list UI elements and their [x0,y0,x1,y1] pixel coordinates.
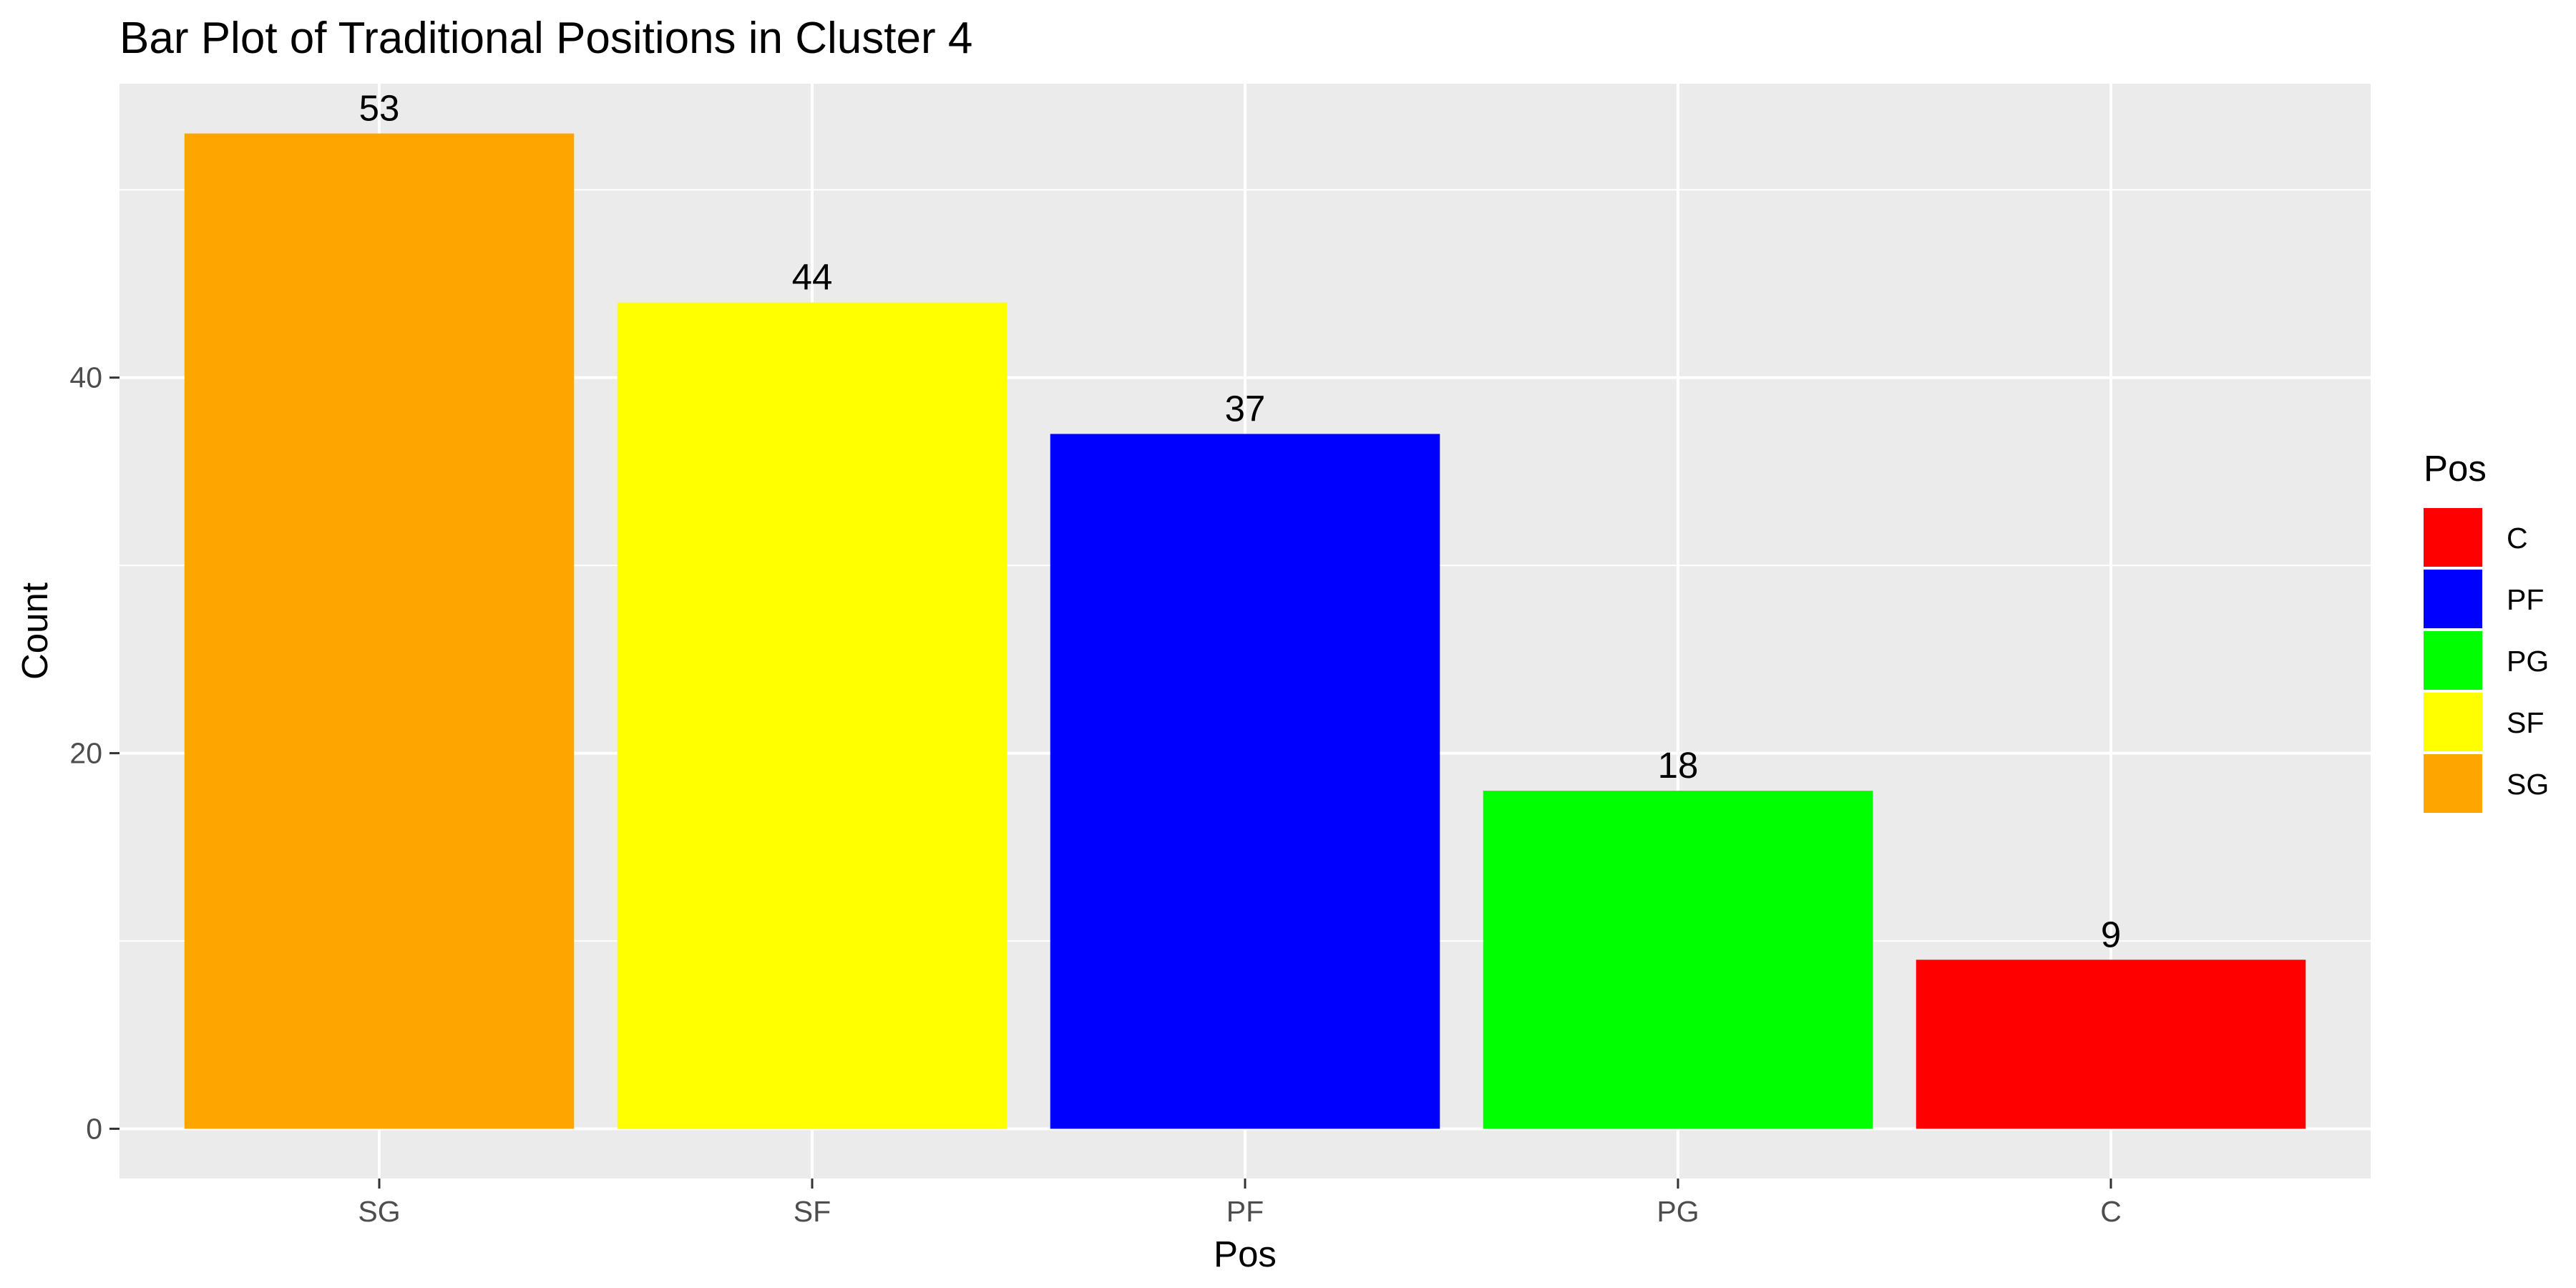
x-tick-label-sf: SF [794,1195,831,1228]
data-label-sg: 53 [359,88,400,129]
y-tick-label-2: 40 [69,361,102,394]
data-label-sf: 44 [792,257,833,298]
legend-key-pf [2424,570,2482,628]
x-tick-label-pf: PF [1226,1195,1264,1228]
legend-key-sg [2424,754,2482,813]
y-tick-label-1: 20 [69,737,102,770]
data-labels: 53 44 37 18 9 [359,88,2122,955]
y-axis: 0 20 40 [69,361,119,1145]
x-axis: SG SF PF PG C [358,1179,2122,1228]
legend-title: Pos [2424,448,2487,489]
legend-label-sg: SG [2507,768,2549,801]
x-tick-label-sg: SG [358,1195,400,1228]
legend-label-c: C [2507,522,2528,555]
legend-label-pg: PG [2507,645,2549,678]
bar-sf [617,302,1008,1129]
legend-label-sf: SF [2507,706,2544,739]
y-axis-title: Count [14,582,55,680]
data-label-pg: 18 [1658,745,1699,786]
bar-sg [184,133,575,1129]
y-tick-label-0: 0 [86,1112,102,1145]
x-tick-label-c: C [2100,1195,2122,1228]
data-label-pf: 37 [1225,388,1266,429]
legend-key-pg [2424,631,2482,690]
bar-pf [1050,434,1440,1129]
bar-pg [1483,791,1873,1129]
data-label-c: 9 [2101,914,2121,955]
chart-title: Bar Plot of Traditional Positions in Clu… [119,14,972,63]
bar-c [1916,960,2306,1129]
legend-key-sf [2424,693,2482,751]
legend-label-pf: PF [2507,583,2544,616]
x-axis-title: Pos [1214,1234,1277,1274]
bars [184,133,2306,1129]
legend: Pos C PF PG SF SG [2424,448,2549,813]
legend-key-c [2424,508,2482,567]
x-tick-label-pg: PG [1657,1195,1699,1228]
